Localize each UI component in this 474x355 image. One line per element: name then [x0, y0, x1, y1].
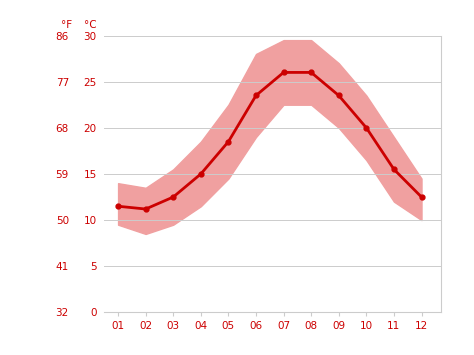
Text: °C: °C [84, 20, 97, 30]
Text: °F: °F [61, 20, 72, 30]
